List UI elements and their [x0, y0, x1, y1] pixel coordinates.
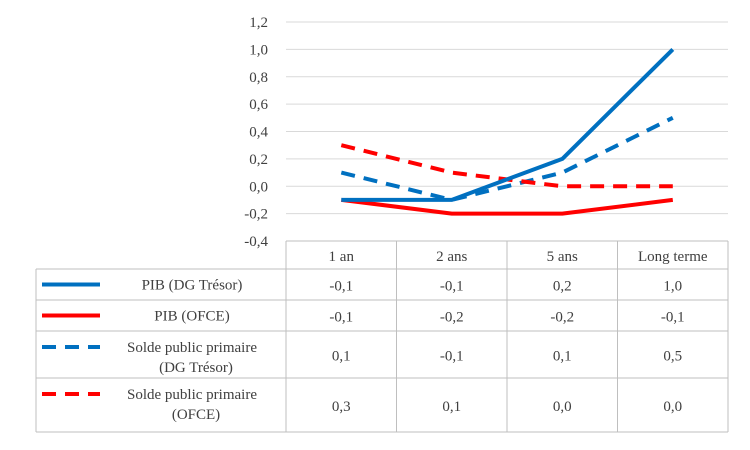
legend-label: PIB (OFCE) — [154, 309, 229, 325]
table-cell-value: 0,5 — [663, 349, 682, 365]
x-category-label: 5 ans — [547, 249, 578, 265]
legend-label: PIB (DG Trésor) — [142, 278, 243, 294]
table-cell-value: -0,1 — [440, 349, 464, 365]
y-tick-label: 0,6 — [249, 97, 268, 113]
y-tick-label: 1,2 — [249, 15, 268, 31]
table-cell-value: 0,2 — [553, 279, 572, 295]
table-cell-value: -0,2 — [440, 310, 464, 326]
table-cell-value: 0,0 — [553, 399, 572, 415]
y-tick-label: 1,0 — [249, 42, 268, 58]
x-category-label: 1 an — [329, 249, 355, 265]
y-tick-label: 0,4 — [249, 125, 268, 141]
table-cell-value: 0,3 — [332, 399, 351, 415]
y-tick-label: 0,0 — [249, 179, 268, 195]
table-cell-value: -0,1 — [329, 279, 353, 295]
y-tick-label: 0,2 — [249, 152, 268, 168]
legend-label: Solde public primaire — [127, 387, 257, 403]
series-line — [341, 47, 675, 202]
series-line — [341, 197, 674, 216]
legend-label: Solde public primaire — [127, 340, 257, 356]
table-cell-value: 0,1 — [442, 399, 461, 415]
table-cell-value: -0,1 — [329, 310, 353, 326]
data-table: 1 an 2 ans 5 ans Long terme PIB (DG Trésor) -… — [35, 240, 729, 433]
table-cell-value: 1,0 — [663, 279, 682, 295]
table-cell-value: -0,1 — [440, 279, 464, 295]
table-cell-value: -0,2 — [550, 310, 574, 326]
series-lines — [340, 47, 675, 216]
y-tick-label: 0,8 — [249, 70, 268, 86]
legend-label: (DG Trésor) — [159, 360, 233, 376]
y-axis-ticks: 1,2 1,0 0,8 0,6 0,4 0,2 0,0 -0,2 -0,4 — [244, 15, 268, 250]
table-cell-value: 0,1 — [332, 349, 351, 365]
table-cell-value: 0,1 — [553, 349, 572, 365]
table-cell-value: -0,1 — [661, 310, 685, 326]
legend-label: (OFCE) — [172, 407, 220, 423]
gridlines — [286, 21, 728, 242]
y-tick-label: -0,4 — [244, 234, 268, 250]
series-line — [340, 116, 674, 202]
x-category-label: 2 ans — [436, 249, 467, 265]
table-cell-value: 0,0 — [663, 399, 682, 415]
x-category-label: Long terme — [638, 249, 708, 265]
y-tick-label: -0,2 — [244, 207, 268, 223]
